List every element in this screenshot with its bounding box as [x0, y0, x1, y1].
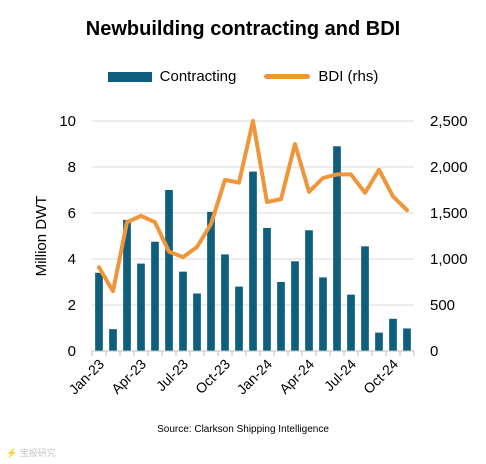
legend-item-bdi: BDI (rhs)	[264, 68, 378, 85]
chart-source: Source: Clarkson Shipping Intelligence	[157, 424, 329, 435]
y-tick-label: 10	[59, 113, 76, 130]
bar-contracting	[375, 332, 383, 351]
y2-tick-label: 2,000	[430, 159, 468, 176]
y-tick-label: 8	[68, 159, 76, 176]
bar-contracting	[347, 294, 355, 351]
x-tick-label: Apr-23	[108, 356, 149, 397]
bar-contracting	[291, 261, 299, 351]
y-tick-label: 2	[68, 297, 76, 314]
bar-contracting	[179, 271, 187, 351]
chart-legend: Contracting BDI (rhs)	[0, 68, 486, 85]
y-tick-label: 0	[68, 343, 76, 360]
y-axis-title: Million DWT	[33, 196, 50, 277]
x-tick-label: Apr-24	[276, 356, 317, 397]
y2-tick-label: 0	[430, 343, 438, 360]
legend-swatch-line	[264, 74, 311, 79]
bar-contracting	[221, 254, 229, 351]
y2-tick-label: 2,500	[430, 113, 468, 130]
legend-label-contracting: Contracting	[159, 68, 237, 85]
watermark-text: ⚡ 宝报研究	[6, 448, 56, 458]
y-tick-label: 6	[68, 205, 76, 222]
bar-contracting	[277, 282, 285, 351]
x-tick-label: Jul-24	[321, 356, 359, 394]
y2-tick-label: 1,500	[430, 205, 468, 222]
bar-contracting	[235, 286, 243, 351]
bar-contracting	[151, 241, 159, 351]
x-tick-label: Oct-23	[192, 356, 233, 397]
bar-contracting	[207, 211, 215, 351]
bar-contracting	[109, 329, 117, 351]
x-tick-label: Jan-24	[234, 356, 276, 398]
bar-contracting	[95, 272, 103, 351]
y-tick-label: 4	[68, 251, 76, 268]
bar-contracting	[389, 318, 397, 351]
bar-contracting	[123, 219, 131, 351]
x-tick-label: Jan-23	[66, 356, 108, 398]
bar-contracting	[403, 328, 411, 351]
bar-contracting	[333, 146, 341, 351]
bar-contracting	[263, 227, 271, 351]
legend-label-bdi: BDI (rhs)	[318, 68, 379, 85]
bar-contracting	[165, 190, 173, 351]
bar-contracting	[193, 293, 201, 351]
legend-item-contracting: Contracting	[107, 68, 237, 85]
line-bdi	[97, 119, 409, 294]
x-tick-label: Oct-24	[360, 356, 401, 397]
y2-tick-label: 500	[430, 297, 455, 314]
bar-contracting	[137, 263, 145, 351]
bar-contracting	[361, 246, 369, 351]
chart-title: Newbuilding contracting and BDI	[85, 18, 401, 40]
bar-contracting	[319, 277, 327, 351]
legend-swatch-bar	[107, 71, 152, 82]
y2-tick-label: 1,000	[430, 251, 468, 268]
x-tick-label: Jul-23	[153, 356, 191, 394]
bar-contracting	[305, 230, 313, 351]
bar-contracting	[249, 171, 257, 351]
